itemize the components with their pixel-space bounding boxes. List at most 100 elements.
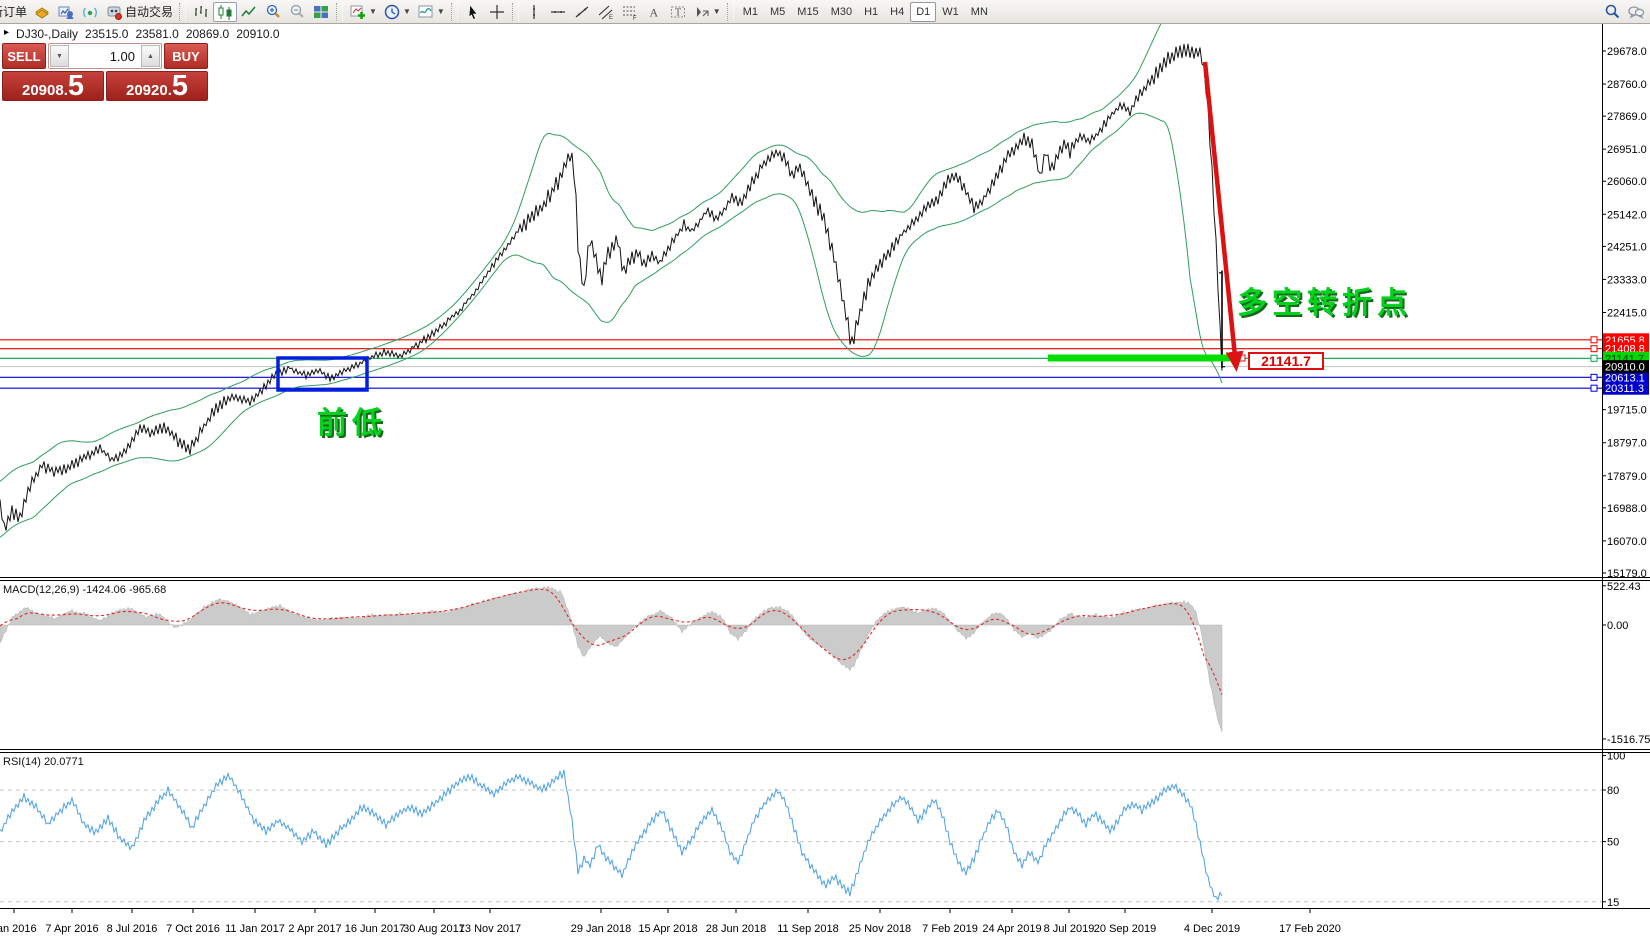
timeframe-m5[interactable]: M5 [770, 5, 786, 18]
signals-icon [83, 7, 97, 17]
consolidation-box-annotation[interactable] [276, 356, 369, 392]
price-axis-tick-label: 27869.0 [1607, 111, 1647, 123]
bar-chart-icon [195, 5, 208, 17]
level-price-callout[interactable]: 21141.7 [1248, 352, 1324, 370]
equidistant-channel-button[interactable]: E [594, 2, 618, 22]
time-axis-label: 25 Nov 2018 [849, 923, 911, 935]
sell-price-panel[interactable]: 20908. 5 [2, 71, 104, 101]
volume-increase-button[interactable]: ▲ [141, 45, 160, 67]
new-order-button[interactable]: 新订单 [0, 2, 30, 22]
chat-icon [1628, 5, 1645, 19]
time-axis[interactable]: Jan 2016 7 Apr 2016 8 Jul 2016 7 Oct 2016 11… [0, 908, 1341, 935]
price-axis[interactable]: 29678.0 28760.0 27869.0 26951.0 26060.0 25142… [1602, 46, 1650, 909]
navigator-button[interactable] [54, 2, 78, 22]
cursor-button[interactable] [461, 2, 485, 22]
time-axis-label: 13 Nov 2017 [459, 923, 521, 935]
text-tool-button[interactable]: A [642, 2, 666, 22]
current-price-axis-label: 20910.0 [1605, 362, 1645, 374]
buy-label: BUY [172, 48, 200, 64]
trendline-button[interactable] [570, 2, 594, 22]
time-axis-label: 28 Jun 2018 [706, 923, 767, 935]
svg-text:F: F [633, 16, 637, 21]
price-level-handle[interactable] [1590, 373, 1598, 381]
price-axis-tick-label: 25142.0 [1607, 209, 1647, 221]
timeframe-d1[interactable]: D1 [910, 1, 937, 22]
arrow-objects-button[interactable]: ▼ [690, 2, 724, 22]
buy-price-panel[interactable]: 20920. 5 [106, 71, 208, 101]
trendline-icon [575, 6, 589, 17]
price-level-axis-label-bg [1603, 381, 1649, 395]
volume-decrease-button[interactable]: ▼ [50, 45, 69, 67]
time-axis-label: 24 Apr 2019 [982, 923, 1041, 935]
market-watch-button[interactable] [30, 2, 54, 22]
callout-handle[interactable] [1238, 354, 1246, 362]
timeframe-h4[interactable]: H4 [890, 5, 905, 18]
previous-low-annotation[interactable]: 前低 [317, 407, 387, 440]
horizontal-line-icon [550, 10, 565, 13]
macd-indicator-label: MACD(12,26,9) -1424.06 -965.68 [3, 584, 166, 596]
price-axis-tick-label: 23333.0 [1607, 274, 1647, 286]
zoom-in-button[interactable] [261, 2, 285, 22]
ohlc-high: 23581.0 [135, 27, 179, 41]
chevron-down-icon: ▼ [369, 6, 377, 16]
equidistant-channel-icon: E [598, 5, 613, 21]
turning-point-annotation[interactable]: 多空转折点 [1237, 287, 1412, 320]
price-axis-tick-label: 28760.0 [1607, 79, 1647, 91]
price-level-handle[interactable] [1590, 336, 1598, 344]
time-axis-label: 7 Oct 2016 [166, 923, 220, 935]
rsi-axis-label: 15 [1607, 897, 1619, 909]
support-highlight-bar[interactable] [1048, 354, 1230, 362]
rsi-line [0, 769, 1223, 902]
sell-button[interactable]: SELL [2, 43, 46, 69]
sell-off-arrow-annotation[interactable] [1202, 61, 1244, 372]
text-label-button[interactable]: T [666, 2, 690, 22]
rsi-axis-label: 50 [1607, 837, 1619, 849]
price-axis-tick-label: 19715.0 [1607, 405, 1647, 417]
zoom-out-button[interactable] [285, 2, 309, 22]
horizontal-line-button[interactable] [546, 2, 570, 22]
timeframe-m30[interactable]: M30 [830, 5, 853, 18]
price-axis-tick-label: 15179.0 [1607, 568, 1647, 580]
crosshair-button[interactable] [485, 2, 509, 22]
bar-chart-button[interactable] [189, 2, 213, 22]
vertical-line-button[interactable] [522, 2, 546, 22]
zoom-out-icon [290, 4, 304, 18]
price-level-handle[interactable] [1590, 384, 1598, 392]
rsi-axis-label: 100 [1607, 751, 1625, 763]
candlestick-chart-button[interactable] [213, 1, 238, 22]
timeframe-w1[interactable]: W1 [942, 5, 959, 18]
vertical-line-icon [532, 4, 535, 19]
volume-value: 1.00 [109, 48, 135, 64]
price-level-axis-label-bg [1603, 370, 1649, 384]
lower-band-line [0, 112, 1223, 538]
new-chart-button[interactable]: ▼ [346, 2, 380, 22]
rsi-indicator-label: RSI(14) 20.0771 [3, 756, 84, 768]
toolbar-separator [726, 2, 734, 21]
timeframe-clock-button[interactable]: ▼ [380, 2, 414, 22]
price-level-handle[interactable] [1590, 354, 1598, 362]
price-level-handle[interactable] [1590, 345, 1598, 353]
timeframe-m1[interactable]: M1 [742, 5, 758, 18]
fibonacci-retracement-button[interactable]: F [618, 2, 642, 22]
toolbar-separator [179, 2, 187, 21]
macd-axis-label: 522.43 [1607, 581, 1641, 593]
signals-button[interactable] [78, 2, 102, 22]
search-button[interactable] [1600, 2, 1624, 22]
auto-trading-button[interactable]: 自动交易 [102, 2, 176, 22]
timeframe-m15[interactable]: M15 [797, 5, 819, 18]
line-chart-button[interactable] [237, 2, 261, 22]
chart-plot[interactable]: 29678.0 28760.0 27869.0 26951.0 26060.0 25142… [0, 24, 1650, 948]
price-axis-tick-label: 26060.0 [1607, 176, 1647, 188]
macd-axis-label: 0.00 [1607, 620, 1628, 632]
buy-button[interactable]: BUY [164, 43, 208, 69]
svg-text:A: A [649, 5, 658, 19]
macd-signal-value: -965.68 [128, 584, 167, 596]
time-axis-label: Jan 2016 [0, 923, 37, 935]
chat-button[interactable] [1624, 2, 1648, 22]
chart-template-button[interactable]: ▼ [414, 2, 448, 22]
timeframe-mn[interactable]: MN [970, 5, 988, 18]
price-axis-tick-label: 22415.0 [1607, 307, 1647, 319]
volume-input[interactable]: ▼ 1.00 ▲ [48, 43, 162, 69]
tile-windows-button[interactable] [309, 2, 333, 22]
timeframe-h1[interactable]: H1 [864, 5, 879, 18]
